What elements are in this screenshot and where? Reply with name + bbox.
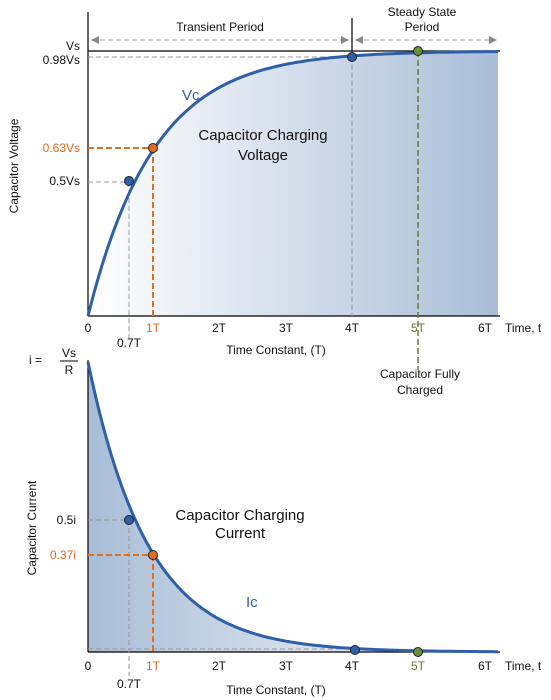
x-label: 0 <box>85 321 92 335</box>
point <box>148 143 158 153</box>
transient-label: Transient Period <box>176 20 264 34</box>
y-axis-label: Capacitor Current <box>25 480 39 575</box>
voltage-area <box>88 51 498 316</box>
x-label: 6T <box>478 321 493 335</box>
x-label: 0.7T <box>117 336 142 350</box>
point <box>347 52 357 62</box>
x-label: 2T <box>212 321 227 335</box>
point <box>350 645 360 655</box>
y-label: 0.98Vs <box>43 53 80 67</box>
current-area <box>88 362 498 652</box>
x-label: 4T <box>345 321 360 335</box>
x-label: 5T <box>411 321 426 335</box>
x-label: 0.7T <box>117 677 142 691</box>
y-label: 0.5Vs <box>49 174 80 188</box>
y-axis-label: Capacitor Voltage <box>7 118 21 213</box>
x-label: 0 <box>85 659 92 673</box>
x-label: 3T <box>279 659 294 673</box>
title: Capacitor Charging <box>198 127 327 144</box>
y-label: 0.5i <box>57 513 76 527</box>
point <box>413 46 423 56</box>
x-label: 2T <box>212 659 227 673</box>
point <box>124 176 134 186</box>
y-label: Vs <box>66 39 80 53</box>
x-axis-end: Time, t <box>505 321 542 335</box>
x-label: 6T <box>478 659 493 673</box>
x-label: 1T <box>146 321 161 335</box>
steady-label: Steady State <box>388 5 457 19</box>
y-label: 0.63Vs <box>43 141 80 155</box>
x-label: 1T <box>146 659 161 673</box>
note: Capacitor Fully <box>380 367 460 381</box>
y-label: 0.37i <box>50 548 76 562</box>
x-label: 4T <box>345 659 360 673</box>
point <box>148 550 158 560</box>
x-axis-title: Time Constant, (T) <box>226 343 326 357</box>
x-label: 3T <box>279 321 294 335</box>
note: Charged <box>397 383 443 397</box>
i-denominator: R <box>65 363 74 377</box>
x-label: 5T <box>411 659 426 673</box>
i-prefix: i = <box>29 353 42 367</box>
curve-label: Ic <box>246 594 258 611</box>
title: Voltage <box>238 147 288 164</box>
curve-label: Vc <box>182 87 200 104</box>
point <box>413 647 423 657</box>
x-axis-end: Time, t <box>505 659 542 673</box>
i-numerator: Vs <box>62 346 76 360</box>
point <box>124 515 134 525</box>
x-axis-title: Time Constant, (T) <box>226 683 326 697</box>
title: Capacitor Charging <box>175 507 304 524</box>
title: Current <box>215 525 266 542</box>
steady-label: Period <box>405 20 440 34</box>
